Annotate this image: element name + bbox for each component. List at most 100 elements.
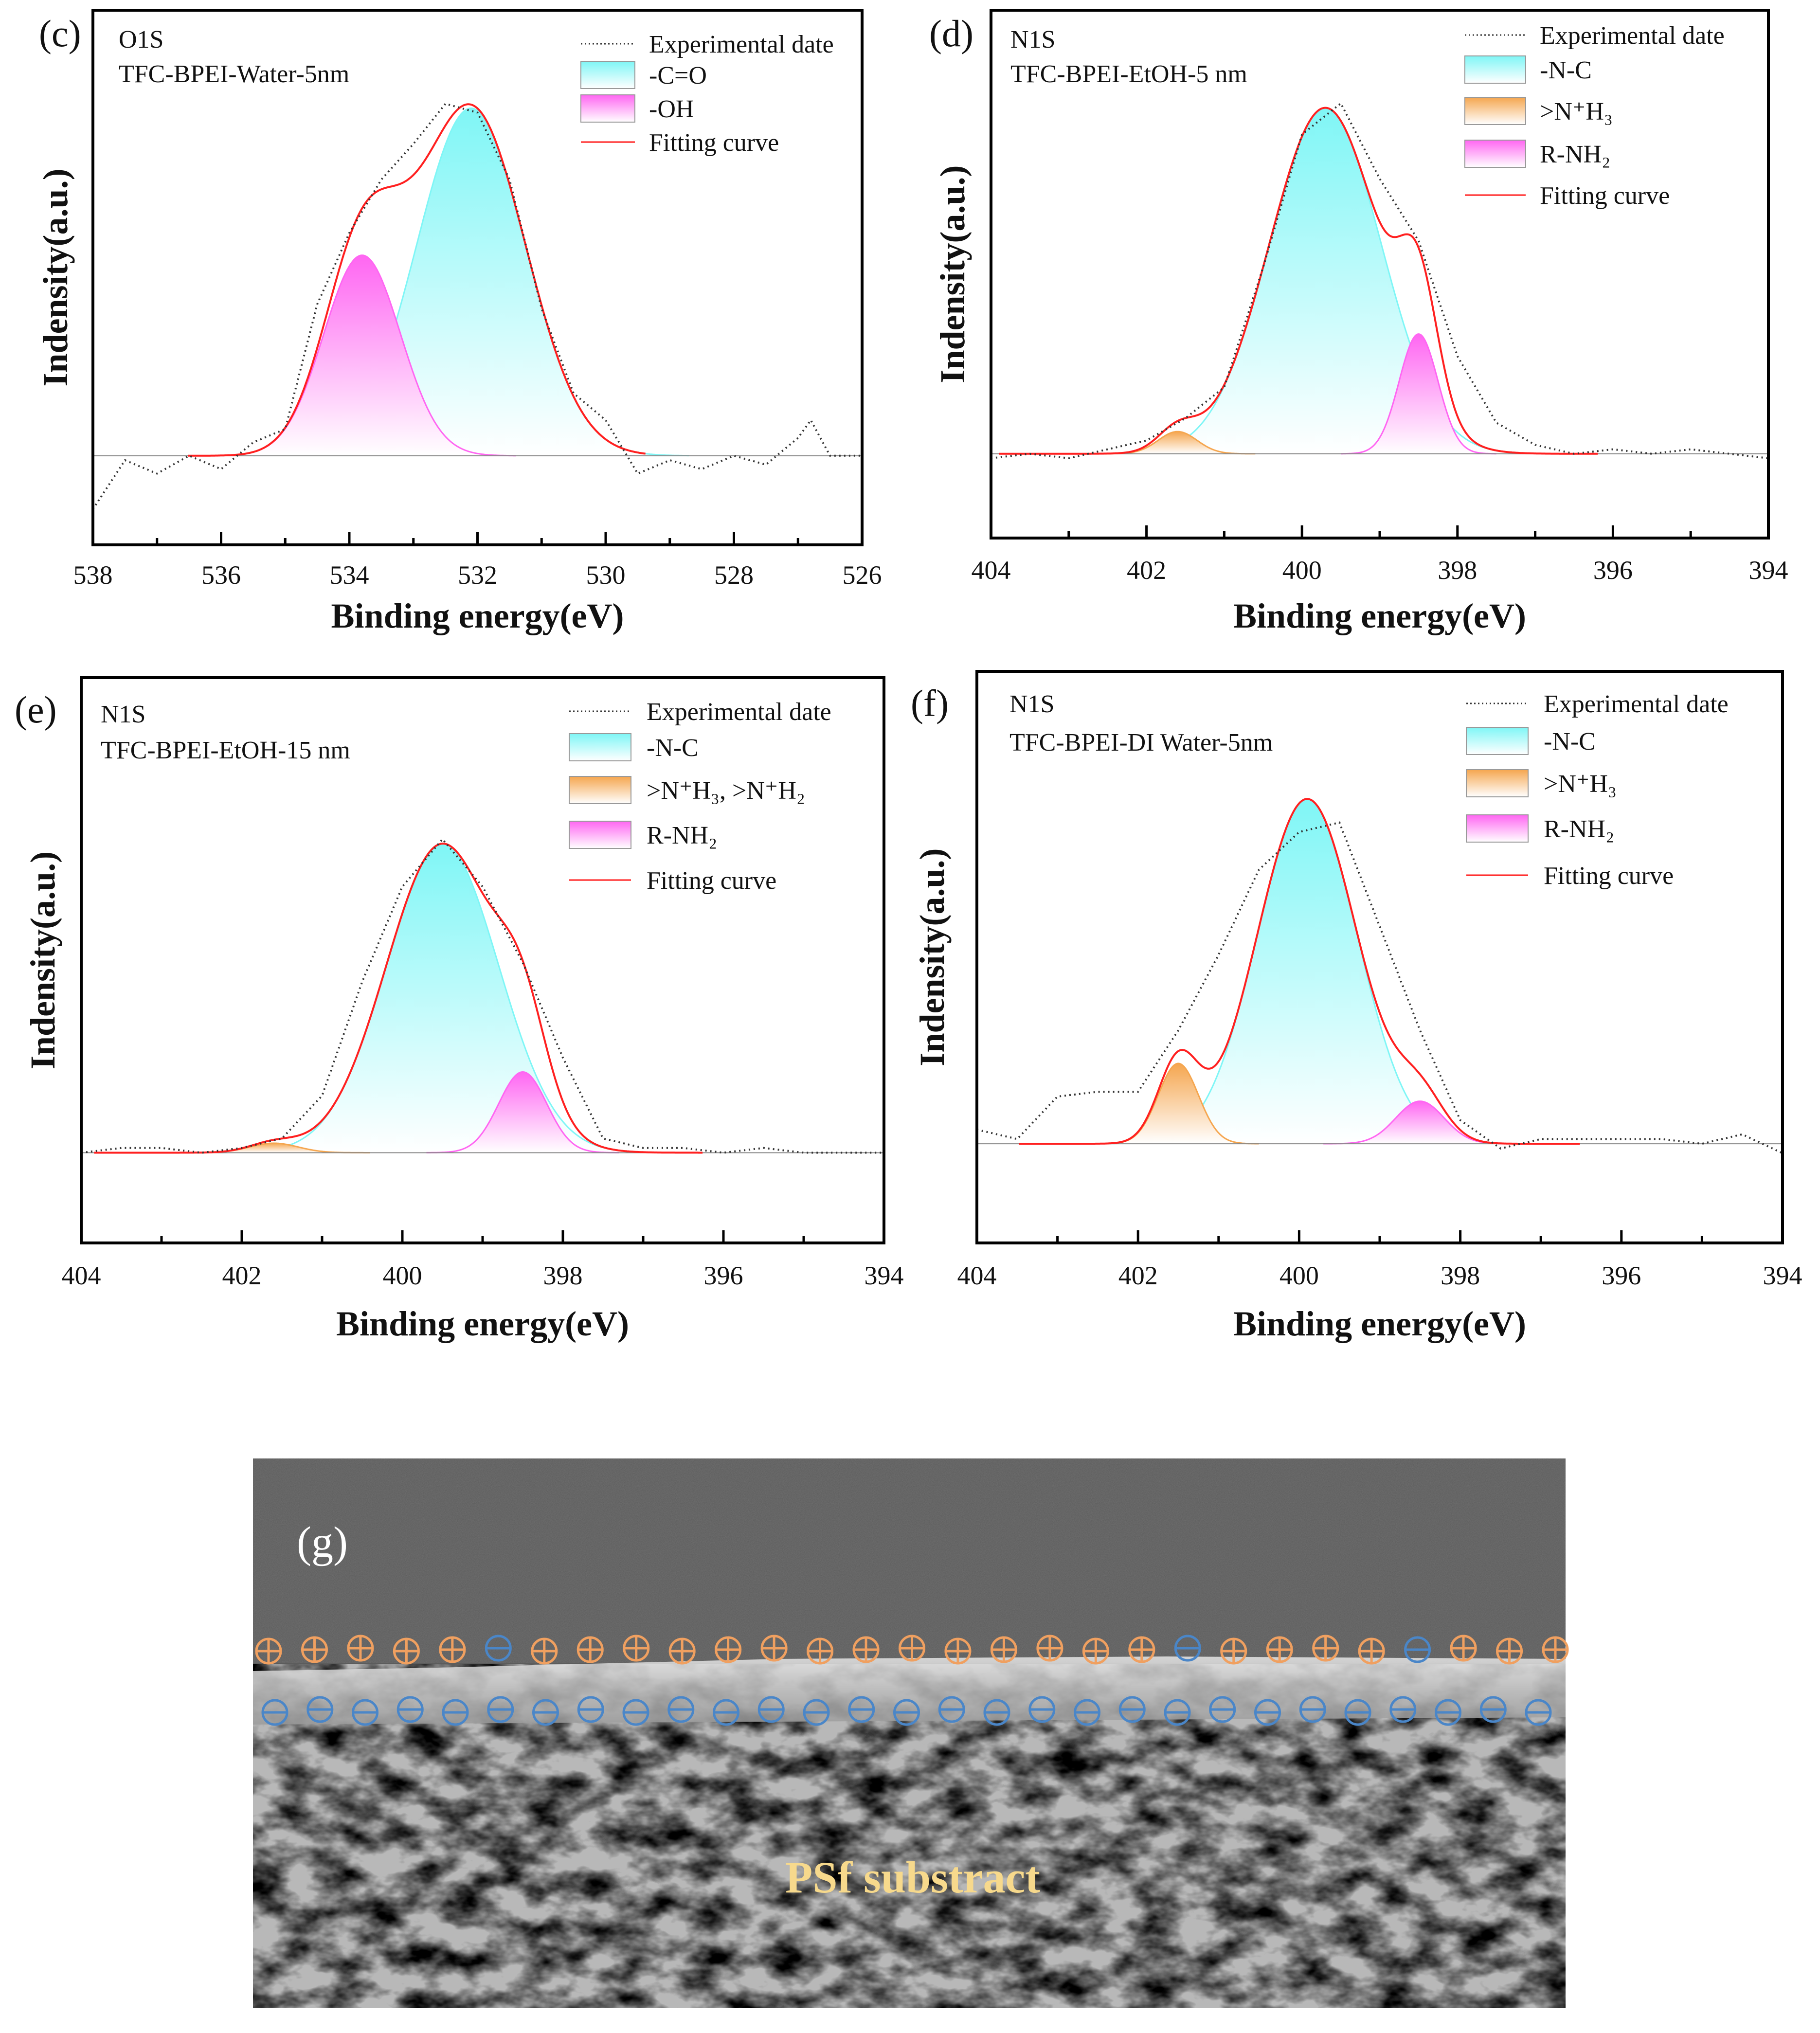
x-tick-label: 398 <box>1441 1261 1480 1290</box>
x-tick-label: 530 <box>586 560 626 590</box>
peak-fill-0 <box>217 844 667 1153</box>
negative-charge-icon <box>1389 1696 1417 1723</box>
legend-label: Experimental date <box>647 698 831 726</box>
fitting-curve <box>1019 798 1580 1145</box>
panel-label: (d) <box>929 12 973 54</box>
negative-charge-icon <box>306 1696 334 1723</box>
negative-charge-icon <box>1435 1699 1461 1726</box>
legend-swatch-magenta <box>569 821 631 849</box>
positive-charge-icon <box>990 1636 1017 1663</box>
negative-charge-icon <box>983 1699 1010 1726</box>
legend-label: R-NH₂ <box>1540 141 1610 168</box>
legend-label: >N⁺H₃ <box>1540 98 1613 126</box>
legend-label: -N-C <box>647 734 699 762</box>
negative-charge-icon <box>1404 1636 1431 1663</box>
positive-charge-icon <box>715 1636 742 1663</box>
peak-fill-0 <box>1107 799 1507 1144</box>
legend-label: -N-C <box>1540 56 1592 84</box>
legend-label: Fitting curve <box>649 129 779 157</box>
x-tick-label: 394 <box>1763 1261 1802 1290</box>
peak-fill-1 <box>1098 1063 1259 1144</box>
annotation: TFC-BPEI-DI Water-5nm <box>1009 729 1273 756</box>
x-tick-label: 404 <box>62 1261 101 1290</box>
x-tick-label: 534 <box>330 560 369 590</box>
positive-charge-icon <box>301 1636 328 1663</box>
x-axis-title: Binding energy(eV) <box>1233 596 1526 635</box>
peak-fill-1 <box>178 1143 370 1153</box>
panel-label: (e) <box>15 688 57 731</box>
positive-charge-icon <box>1082 1637 1109 1665</box>
axes-frame <box>975 670 1784 1244</box>
x-tick-label: 526 <box>843 560 882 590</box>
positive-charge-icon <box>439 1636 466 1663</box>
negative-charge-icon <box>622 1699 649 1726</box>
annotation: N1S <box>101 701 145 728</box>
negative-charge-icon <box>1479 1696 1507 1723</box>
positive-charge-icon <box>1542 1636 1569 1663</box>
annotation: TFC-BPEI-EtOH-5 nm <box>1010 60 1247 88</box>
sem-panel-label: (g) <box>297 1518 348 1566</box>
xps-charts: 538 536 534 532 530 528 526 Binding energy(eV) I… <box>15 9 1802 1343</box>
negative-charge-icon <box>1525 1699 1552 1726</box>
sem-cross-section-panel: (g) PSf substract <box>253 1458 1569 2008</box>
x-tick-label: 532 <box>458 560 497 590</box>
positive-charge-icon <box>347 1635 374 1662</box>
positive-charge-icon <box>255 1637 282 1665</box>
x-tick-label: 400 <box>1282 556 1322 585</box>
legend-label: R-NH₂ <box>647 822 717 849</box>
legend-label: Experimental date <box>649 31 834 58</box>
legend-swatch-magenta <box>580 94 635 123</box>
x-axis-title: Binding energy(eV) <box>336 1304 629 1343</box>
peak-fill-0 <box>1101 108 1550 454</box>
positive-charge-icon <box>393 1637 420 1665</box>
x-tick-label: 394 <box>865 1261 904 1290</box>
negative-charge-icon <box>667 1696 695 1723</box>
negative-charge-icon <box>1299 1696 1326 1723</box>
negative-charge-icon <box>485 1635 512 1662</box>
annotation: TFC-BPEI-EtOH-15 nm <box>101 737 350 764</box>
positive-charge-icon <box>1036 1635 1063 1662</box>
positive-charge-icon <box>623 1635 650 1662</box>
legend-label: -OH <box>649 95 694 123</box>
negative-charge-icon <box>757 1696 785 1723</box>
negative-charge-icon <box>713 1699 739 1726</box>
negative-charge-icon <box>577 1696 604 1723</box>
positive-charge-icon <box>899 1635 925 1662</box>
legend-swatch-cyan <box>1466 727 1529 755</box>
x-axis-title: Binding energy(eV) <box>1233 1304 1526 1343</box>
x-tick-label: 398 <box>543 1261 583 1290</box>
positive-charge-icon <box>1128 1636 1155 1663</box>
chart-c: 538 536 534 532 530 528 526 Binding energy(eV) I… <box>36 9 882 635</box>
sem-selective-layer <box>253 1656 1566 1725</box>
experimental-data <box>991 102 1769 459</box>
positive-charge-icon <box>1496 1637 1523 1665</box>
negative-charge-icon <box>1209 1696 1236 1723</box>
legend-label: Experimental date <box>1540 22 1725 50</box>
y-axis-title: Indensity(a.u.) <box>36 168 75 386</box>
negative-charge-icon <box>1074 1699 1100 1726</box>
negative-charge-icon <box>893 1699 920 1726</box>
positive-charge-icon <box>668 1637 696 1665</box>
experimental-data <box>92 103 862 510</box>
annotation: O1S <box>119 26 163 54</box>
negative-charge-icon <box>352 1699 378 1726</box>
fitting-curve <box>94 843 703 1154</box>
positive-charge-icon <box>1220 1637 1247 1665</box>
legend-label: Fitting curve <box>1544 862 1674 890</box>
x-tick-label: 402 <box>1118 1261 1158 1290</box>
peak-fill-1 <box>208 255 516 456</box>
positive-charge-icon <box>1266 1636 1293 1663</box>
legend-label: >N⁺H₃ <box>1544 770 1617 798</box>
legend: Experimental date -N-C >N⁺H₃ R-NH₂ Fitting c… <box>1464 22 1725 210</box>
negative-charge-icon <box>396 1696 424 1723</box>
negative-charge-icon <box>261 1699 288 1726</box>
legend: Experimental date -N-C >N⁺H₃, >N⁺H₂ R-NH₂ Fi… <box>569 698 831 895</box>
legend-label: -N-C <box>1544 728 1596 756</box>
negative-charge-icon <box>1174 1635 1201 1662</box>
negative-charge-icon <box>1028 1696 1056 1723</box>
x-tick-label: 396 <box>704 1261 743 1290</box>
legend-swatch-cyan <box>1464 55 1526 84</box>
chart-f: 404 402 400 398 396 394 Binding energy(eV) Inde… <box>911 670 1802 1343</box>
legend-swatch-cyan <box>569 733 631 761</box>
annotation: N1S <box>1009 690 1054 718</box>
